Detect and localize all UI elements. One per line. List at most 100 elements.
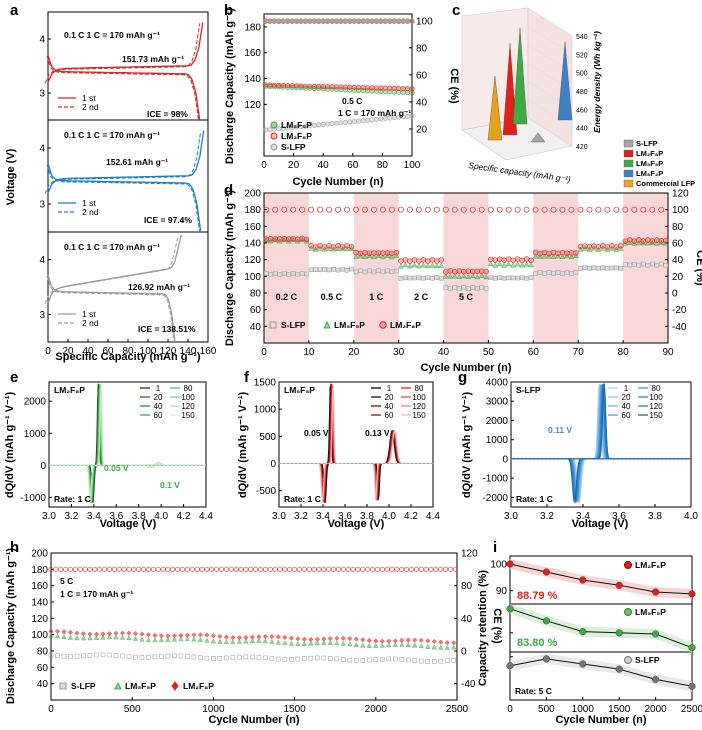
panel-d-point-2-60.5 <box>532 249 539 256</box>
panel-e-ytick-label-3: 2000 <box>24 397 47 408</box>
panel-b-point-1-49 <box>334 84 340 90</box>
panel-h-point-0-480 <box>126 654 132 659</box>
panel-i-point-2-1 <box>542 655 550 663</box>
panel-d-ce-point-50.5 <box>487 206 494 213</box>
panel-b-ce-point-2-67 <box>360 18 366 24</box>
panel-h-xtick-label-3: 1500 <box>283 704 306 715</box>
panel-f-frame <box>278 381 434 508</box>
panel-d-point-0-74.5 <box>596 266 601 271</box>
panel-h-note-capacity: 1 C = 170 mAh g⁻¹ <box>60 589 133 599</box>
panel-h-xtick-label-1: 500 <box>124 704 141 715</box>
panel-d-point-0-72.5 <box>587 266 592 271</box>
panel-h-point-0-320 <box>100 652 106 658</box>
panel-b-point-1-91 <box>396 86 402 92</box>
panel-h-ce-point-1680 <box>321 566 327 572</box>
panel-h-ce-point-180 <box>77 566 83 572</box>
panel-h-ytick-label-1: 60 <box>37 663 49 674</box>
panel-d-point-1-24.5 <box>371 253 377 260</box>
panel-d-point-2-85.5 <box>645 237 651 243</box>
panel-h-ce-point-1950 <box>365 566 371 572</box>
panel-d-point-0-51.5 <box>492 276 498 281</box>
panel-h-point-2-1880 <box>353 636 359 642</box>
panel-d-point-2-14.5 <box>326 242 332 249</box>
panel-i-legend-marker-slfp <box>624 656 632 664</box>
panel-b-point-2-37 <box>316 122 322 128</box>
panel-d-point-2-49.5 <box>483 268 489 275</box>
panel-h-ce-point-270 <box>92 566 98 572</box>
panel-d-point-2-62.5 <box>541 249 548 256</box>
panel-h-point-2-560 <box>139 631 145 637</box>
panel-d-ce-point-12.5 <box>317 206 324 213</box>
panel-d-point-1-36.5 <box>425 262 431 269</box>
panel-e-xtick-label-6: 4.2 <box>177 511 191 522</box>
panel-a2-ice: ICE = 97.4% <box>144 215 192 225</box>
panel-d-point-0-36.5 <box>425 275 431 280</box>
panel-i-retention-lm2f8p: 88.79 % <box>517 590 558 602</box>
panel-h-point-0-40 <box>55 653 60 658</box>
panel-h-point-0-2040 <box>380 656 385 662</box>
panel-h-y2tick-label-0: -40 <box>461 679 476 690</box>
panel-d-point-0-3.5 <box>277 272 282 277</box>
panel-h-point-1-360 <box>106 634 112 640</box>
panel-h-point-1-1320 <box>262 638 268 644</box>
panel-a3-discharge-2nd <box>46 275 175 342</box>
panel-b-point-2-100 <box>409 113 415 119</box>
panel-h-note-rate: 5 C <box>60 576 73 586</box>
panel-d-point-0-87.5 <box>654 263 660 268</box>
panel-d-point-0-44.5 <box>461 285 467 290</box>
panel-b-point-1-31 <box>307 83 313 89</box>
panel-d-point-1-59.5 <box>528 262 534 268</box>
panel-b-point-2-64 <box>356 118 362 124</box>
panel-b-ce-point-2-64 <box>356 18 362 24</box>
panel-a2-discharge-1st <box>47 163 202 231</box>
panel-d-point-1-58.5 <box>523 261 530 267</box>
panel-a1-ytick-label-1: 4 <box>39 35 45 46</box>
panel-d-y2label: CE (%) <box>694 250 702 286</box>
panel-c-bar-4 <box>487 75 503 141</box>
panel-h-ce-point-480 <box>126 566 132 572</box>
panel-h-point-2-2400 <box>438 639 444 645</box>
panel-d-point-0-16.5 <box>335 267 341 273</box>
panel-d-point-0-12.5 <box>317 267 323 273</box>
panel-h-point-2-440 <box>119 630 125 636</box>
panel-a-letter: a <box>10 2 19 19</box>
panel-b-xtick-label-3: 60 <box>347 160 359 171</box>
panel-d-ce-point-22.5 <box>362 206 368 213</box>
panel-h-ce-point-1860 <box>350 566 356 572</box>
panel-a1-rate: 0.1 C 1 C = 170 mAh g⁻¹ <box>64 30 160 40</box>
panel-h-point-0-1320 <box>263 655 268 661</box>
panel-b-ce-point-2-97 <box>405 18 411 24</box>
panel-d-point-2-18.5 <box>344 243 350 249</box>
panel-h-ce-point-150 <box>72 566 78 572</box>
panel-d-point-2-42.5 <box>452 269 458 275</box>
panel-d-point-2-41.5 <box>447 268 453 274</box>
panel-d-point-0-33.5 <box>412 275 417 281</box>
panel-i-legend-marker-lm5f5p <box>624 608 632 616</box>
panel-d-ce-point-62.5 <box>541 206 548 213</box>
panel-h-ce-point-2160 <box>399 566 405 572</box>
panel-d-y2tick-label-1: -20 <box>672 305 687 316</box>
panel-h: h 0 500 1000 1500 2000 2500406080100120140160… <box>5 539 503 726</box>
panel-h-point-0-1600 <box>308 655 314 661</box>
panel-d-ce-point-76.5 <box>604 206 611 213</box>
panel-h-point-1-0 <box>48 632 54 638</box>
panel-h-ce-point-1320 <box>262 566 268 572</box>
panel-h-ce-point-240 <box>87 566 93 572</box>
panel-h-point-1-440 <box>119 634 125 640</box>
panel-e-legend-label-6: 120 <box>181 402 195 411</box>
panel-d-ce-point-10.5 <box>308 206 315 213</box>
panel-d-ce-point-64.5 <box>550 206 557 213</box>
panel-h-point-0-2280 <box>419 658 424 664</box>
panel-b-ce-point-2-88 <box>391 18 397 24</box>
panel-a1-ice: ICE = 98% <box>147 109 188 119</box>
panel-h-point-0-1120 <box>230 655 236 660</box>
panel-d-point-1-51.5 <box>492 262 498 268</box>
panel-d-legend-marker-lm5f5p <box>323 320 331 329</box>
panel-d-point-0-82.5 <box>632 261 637 267</box>
panel-i-point-0-3 <box>615 581 623 589</box>
panel-h-point-0-720 <box>165 653 171 659</box>
panel-c-legend-marker-2 <box>623 159 634 168</box>
panel-h-point-1-2360 <box>431 644 437 650</box>
panel-i-point-1-4 <box>652 630 660 638</box>
panel-b-point-1-34 <box>311 83 317 89</box>
